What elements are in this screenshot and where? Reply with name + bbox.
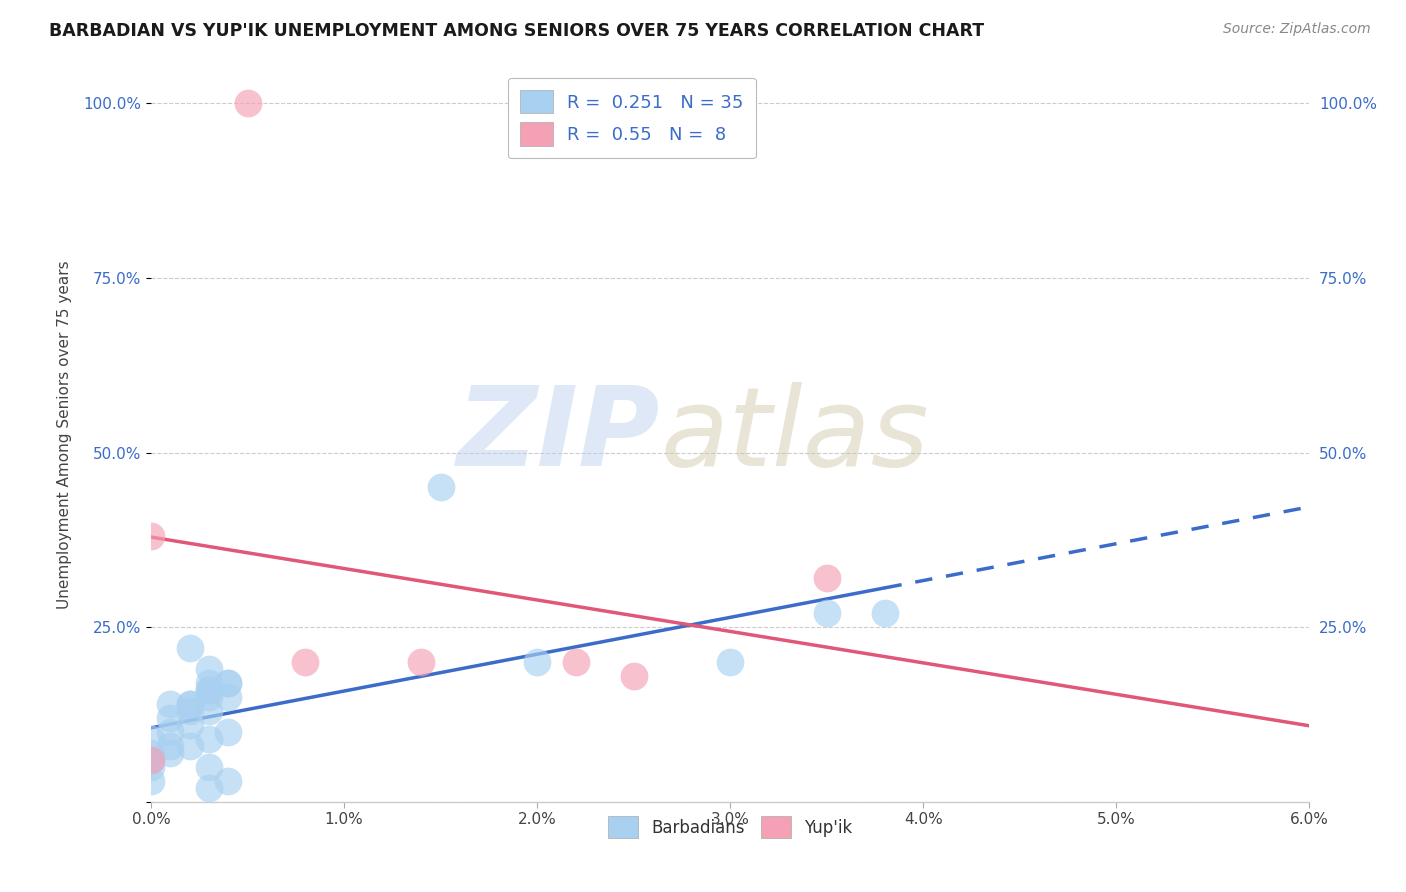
- Point: [526, 655, 548, 669]
- Point: [564, 655, 586, 669]
- Point: [179, 718, 201, 732]
- Point: [198, 662, 221, 676]
- Point: [139, 731, 162, 746]
- Point: [159, 711, 181, 725]
- Point: [179, 704, 201, 718]
- Text: BARBADIAN VS YUP'IK UNEMPLOYMENT AMONG SENIORS OVER 75 YEARS CORRELATION CHART: BARBADIAN VS YUP'IK UNEMPLOYMENT AMONG S…: [49, 22, 984, 40]
- Point: [217, 676, 239, 690]
- Y-axis label: Unemployment Among Seniors over 75 years: Unemployment Among Seniors over 75 years: [58, 260, 72, 609]
- Point: [159, 724, 181, 739]
- Point: [198, 676, 221, 690]
- Point: [139, 753, 162, 767]
- Point: [198, 759, 221, 773]
- Text: ZIP: ZIP: [457, 382, 661, 489]
- Point: [217, 690, 239, 704]
- Point: [139, 746, 162, 760]
- Point: [411, 655, 433, 669]
- Point: [198, 682, 221, 697]
- Point: [217, 773, 239, 788]
- Point: [294, 655, 316, 669]
- Point: [139, 759, 162, 773]
- Point: [429, 480, 451, 494]
- Text: Source: ZipAtlas.com: Source: ZipAtlas.com: [1223, 22, 1371, 37]
- Point: [198, 731, 221, 746]
- Point: [139, 773, 162, 788]
- Point: [159, 746, 181, 760]
- Point: [198, 682, 221, 697]
- Point: [815, 571, 838, 585]
- Point: [139, 753, 162, 767]
- Point: [236, 96, 259, 111]
- Point: [217, 676, 239, 690]
- Point: [179, 697, 201, 711]
- Point: [623, 669, 645, 683]
- Point: [198, 780, 221, 795]
- Point: [217, 724, 239, 739]
- Point: [159, 697, 181, 711]
- Point: [815, 606, 838, 620]
- Point: [159, 739, 181, 753]
- Point: [179, 697, 201, 711]
- Point: [873, 606, 896, 620]
- Point: [718, 655, 741, 669]
- Text: atlas: atlas: [661, 382, 929, 489]
- Point: [179, 640, 201, 655]
- Point: [198, 704, 221, 718]
- Point: [139, 529, 162, 543]
- Point: [179, 739, 201, 753]
- Legend: Barbadians, Yup'ik: Barbadians, Yup'ik: [600, 810, 859, 845]
- Point: [198, 690, 221, 704]
